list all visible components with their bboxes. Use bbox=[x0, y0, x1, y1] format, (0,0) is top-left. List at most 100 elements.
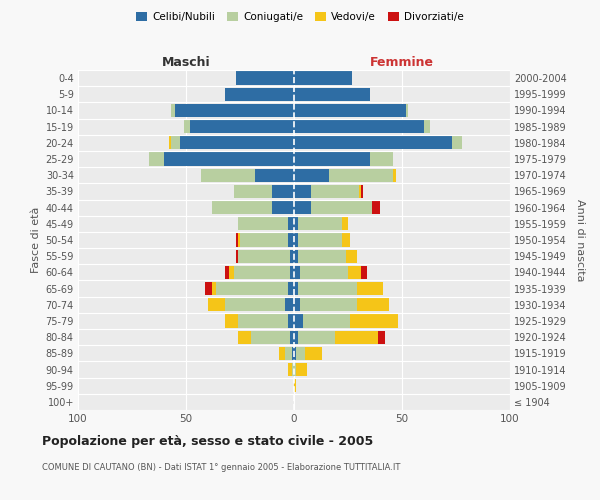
Bar bbox=[335, 330, 378, 344]
Bar bbox=[212, 282, 216, 295]
Bar bbox=[294, 217, 298, 230]
Bar bbox=[216, 282, 287, 295]
Bar bbox=[236, 250, 238, 263]
Text: Popolazione per età, sesso e stato civile - 2005: Popolazione per età, sesso e stato civil… bbox=[42, 435, 373, 448]
Bar bbox=[225, 298, 286, 312]
Bar bbox=[149, 152, 164, 166]
Bar bbox=[229, 266, 233, 279]
Y-axis label: Anni di nascita: Anni di nascita bbox=[575, 198, 586, 281]
Bar bbox=[179, 136, 294, 149]
Bar bbox=[225, 88, 294, 101]
Bar bbox=[175, 104, 294, 117]
Bar bbox=[238, 217, 287, 230]
Bar bbox=[294, 363, 296, 376]
Bar bbox=[287, 314, 294, 328]
Bar bbox=[164, 152, 294, 166]
Bar bbox=[294, 136, 452, 149]
Bar bbox=[286, 298, 294, 312]
Bar bbox=[359, 185, 361, 198]
Bar bbox=[356, 298, 389, 312]
Bar bbox=[372, 201, 380, 214]
Bar bbox=[361, 185, 363, 198]
Bar bbox=[378, 330, 385, 344]
Bar bbox=[169, 136, 171, 149]
Y-axis label: Fasce di età: Fasce di età bbox=[31, 207, 41, 273]
Bar bbox=[205, 282, 212, 295]
Bar bbox=[287, 217, 294, 230]
Bar bbox=[294, 120, 424, 134]
Bar bbox=[294, 168, 329, 182]
Bar bbox=[287, 363, 292, 376]
Bar bbox=[452, 136, 463, 149]
Bar bbox=[298, 250, 346, 263]
Bar bbox=[236, 234, 238, 246]
Bar bbox=[279, 346, 286, 360]
Bar bbox=[292, 346, 294, 360]
Bar bbox=[238, 330, 251, 344]
Bar bbox=[190, 120, 294, 134]
Bar bbox=[296, 363, 307, 376]
Bar bbox=[350, 314, 398, 328]
Bar bbox=[294, 330, 298, 344]
Bar bbox=[361, 266, 367, 279]
Bar bbox=[290, 250, 294, 263]
Bar bbox=[225, 314, 238, 328]
Bar bbox=[294, 72, 352, 85]
Bar bbox=[346, 250, 356, 263]
Bar bbox=[272, 185, 294, 198]
Bar bbox=[294, 250, 298, 263]
Bar bbox=[294, 266, 301, 279]
Legend: Celibi/Nubili, Coniugati/e, Vedovi/e, Divorziati/e: Celibi/Nubili, Coniugati/e, Vedovi/e, Di… bbox=[132, 8, 468, 26]
Bar bbox=[298, 330, 335, 344]
Bar bbox=[394, 168, 395, 182]
Bar bbox=[251, 330, 290, 344]
Bar bbox=[225, 266, 229, 279]
Bar bbox=[287, 234, 294, 246]
Bar bbox=[305, 346, 322, 360]
Bar bbox=[294, 282, 298, 295]
Bar bbox=[184, 120, 190, 134]
Bar bbox=[294, 152, 370, 166]
Bar bbox=[424, 120, 430, 134]
Bar bbox=[201, 168, 255, 182]
Bar bbox=[341, 234, 350, 246]
Bar bbox=[294, 88, 370, 101]
Bar bbox=[294, 104, 406, 117]
Bar bbox=[311, 201, 372, 214]
Bar bbox=[294, 314, 302, 328]
Bar bbox=[301, 298, 356, 312]
Bar bbox=[171, 136, 179, 149]
Bar bbox=[298, 234, 341, 246]
Bar bbox=[296, 346, 305, 360]
Bar bbox=[212, 201, 272, 214]
Bar bbox=[298, 282, 356, 295]
Bar bbox=[233, 185, 272, 198]
Bar bbox=[294, 298, 301, 312]
Bar bbox=[294, 201, 311, 214]
Bar bbox=[236, 72, 294, 85]
Bar bbox=[238, 250, 290, 263]
Bar bbox=[255, 168, 294, 182]
Bar bbox=[238, 234, 240, 246]
Bar bbox=[301, 266, 348, 279]
Text: Maschi: Maschi bbox=[161, 56, 211, 69]
Bar bbox=[294, 185, 311, 198]
Bar bbox=[311, 185, 359, 198]
Bar bbox=[348, 266, 361, 279]
Bar bbox=[294, 379, 296, 392]
Bar bbox=[292, 363, 294, 376]
Bar bbox=[290, 266, 294, 279]
Bar bbox=[294, 234, 298, 246]
Bar bbox=[171, 104, 175, 117]
Bar bbox=[356, 282, 383, 295]
Bar bbox=[302, 314, 350, 328]
Bar bbox=[233, 266, 290, 279]
Bar bbox=[286, 346, 292, 360]
Text: COMUNE DI CAUTANO (BN) - Dati ISTAT 1° gennaio 2005 - Elaborazione TUTTITALIA.IT: COMUNE DI CAUTANO (BN) - Dati ISTAT 1° g… bbox=[42, 462, 400, 471]
Bar bbox=[290, 330, 294, 344]
Bar bbox=[341, 217, 348, 230]
Bar bbox=[238, 314, 287, 328]
Bar bbox=[298, 217, 341, 230]
Bar bbox=[287, 282, 294, 295]
Bar bbox=[208, 298, 225, 312]
